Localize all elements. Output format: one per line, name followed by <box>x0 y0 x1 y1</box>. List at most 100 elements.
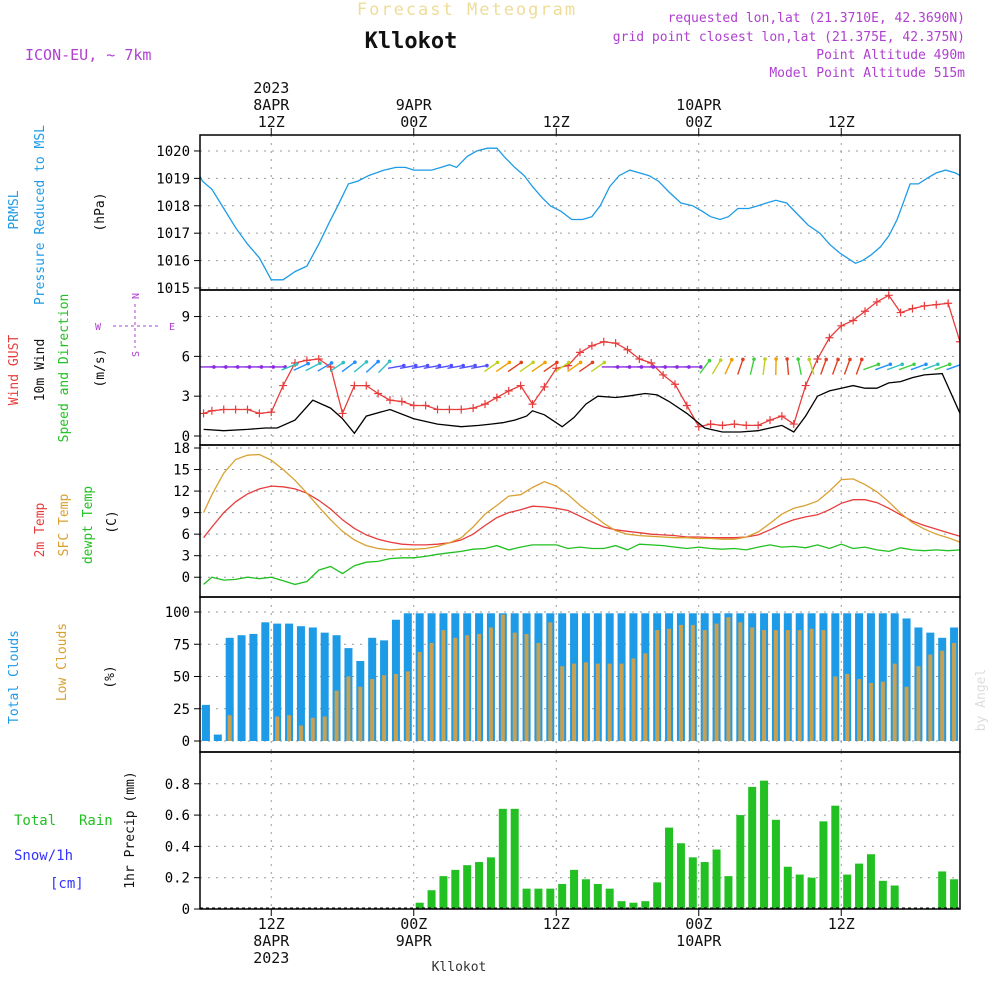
gust-point <box>825 333 834 342</box>
wind-arrow <box>543 361 558 373</box>
wind-arrow <box>831 359 839 375</box>
wind-arrow <box>898 363 915 371</box>
point-altitude: Point Altitude 490m <box>816 48 965 63</box>
clouds-unit: (%) <box>103 665 118 688</box>
wind-arrow <box>724 359 733 375</box>
gust-point <box>231 405 240 414</box>
cloud-bar-low <box>773 630 778 741</box>
cloud-bar-low <box>738 622 743 741</box>
gust-point <box>587 341 596 350</box>
cloud-bar-low <box>714 623 719 741</box>
rain-bar <box>486 857 495 909</box>
rain-bar <box>463 865 472 909</box>
gust-point <box>338 409 347 418</box>
rain-bar <box>439 876 448 909</box>
cloud-bar-total <box>213 734 222 741</box>
y-tick-label: 75 <box>173 637 190 653</box>
gust-point <box>374 389 383 398</box>
cloud-bar-low <box>382 675 387 741</box>
gust-point <box>647 359 656 367</box>
gust-point <box>920 301 929 310</box>
wind-arrow-head <box>824 357 828 362</box>
cloud-bar-low <box>845 673 850 741</box>
wind-arrow-head <box>555 360 559 365</box>
cloud-bar-total <box>878 613 887 741</box>
cloud-bar-total <box>261 622 270 741</box>
cloud-bar-total <box>225 637 234 741</box>
cloud-bar-total <box>249 633 258 741</box>
cloud-bar-total <box>866 613 875 741</box>
wind-arrow-head <box>306 361 311 366</box>
wind-arrow-head <box>741 357 745 362</box>
series-dewpt-temp <box>203 543 960 586</box>
gust-point <box>754 421 763 430</box>
cloud-bar-low <box>298 725 303 741</box>
cloud-bar-low <box>500 614 505 741</box>
wind-arrow <box>843 359 851 375</box>
snow-label: Snow/1h <box>14 848 73 864</box>
cloud-bar-low <box>287 715 292 741</box>
cloud-bar-low <box>417 651 422 741</box>
cloud-bar-low <box>667 628 672 741</box>
y-tick-label: 100 <box>165 605 190 621</box>
gust-point <box>421 401 430 410</box>
rain-bar <box>534 888 543 909</box>
wind-arrow-head <box>341 360 346 365</box>
gust-point <box>267 408 276 417</box>
gust-point <box>801 381 810 390</box>
wind-arrow-head <box>859 357 864 362</box>
cloud-bar-low <box>572 663 577 741</box>
bottom-tick-label: 00Z <box>400 915 427 933</box>
wind-arrow-head <box>473 363 477 368</box>
top-tick-label: 00Z <box>685 113 712 131</box>
gust-point <box>219 405 228 414</box>
y-tick-label: 6 <box>182 527 190 543</box>
wind-arrow-head <box>495 360 500 365</box>
cloud-bar-low <box>346 676 351 741</box>
rain-bar <box>771 819 780 909</box>
gust-point <box>492 393 501 402</box>
top-tick-label: 00Z <box>400 113 427 131</box>
wind-arrow <box>808 359 815 375</box>
wind-gust-label: Wind GUST <box>7 335 22 406</box>
gust-point <box>789 420 798 429</box>
wind-speed-label: 10m Wind <box>33 339 48 402</box>
wind-arrow-head <box>752 357 756 361</box>
wind-arrow-head <box>785 357 789 361</box>
wind-arrow <box>820 359 827 375</box>
rain-bar <box>676 843 685 909</box>
gust-point <box>706 420 715 429</box>
rain-label: Rain <box>79 813 113 829</box>
location-title: Kllokot <box>365 29 458 54</box>
gust-point <box>872 297 881 306</box>
y-tick-label: 15 <box>173 463 190 479</box>
bottom-tick-label: 00Z <box>685 915 712 933</box>
cloud-bar-low <box>370 679 375 741</box>
plot-area <box>201 613 959 741</box>
rain-bar <box>617 901 626 909</box>
cloud-bar-low <box>833 676 838 741</box>
cloud-bar-low <box>393 673 398 741</box>
wind-arrow <box>377 360 391 374</box>
total-label: Total <box>14 813 56 829</box>
cloud-bar-low <box>227 715 232 741</box>
wind-arrow <box>353 361 367 373</box>
cloud-bar-low <box>607 663 612 741</box>
temp-unit: (C) <box>105 510 120 533</box>
rain-bar <box>558 883 567 909</box>
panel-frame <box>199 751 961 910</box>
wind-arrow <box>483 361 498 373</box>
wind-arrow-head <box>763 357 767 361</box>
wind-arrow <box>341 361 356 373</box>
rain-bar <box>522 888 531 909</box>
bottom-tick-label: 9APR <box>396 932 433 950</box>
gust-point <box>469 404 478 413</box>
rain-bar <box>748 786 757 909</box>
rain-bar <box>546 888 555 909</box>
app-title: Forecast Meteogram <box>357 0 577 20</box>
wind-arrow-head <box>353 360 357 365</box>
gust-point <box>528 400 537 409</box>
wind-arrow-head <box>425 363 430 368</box>
